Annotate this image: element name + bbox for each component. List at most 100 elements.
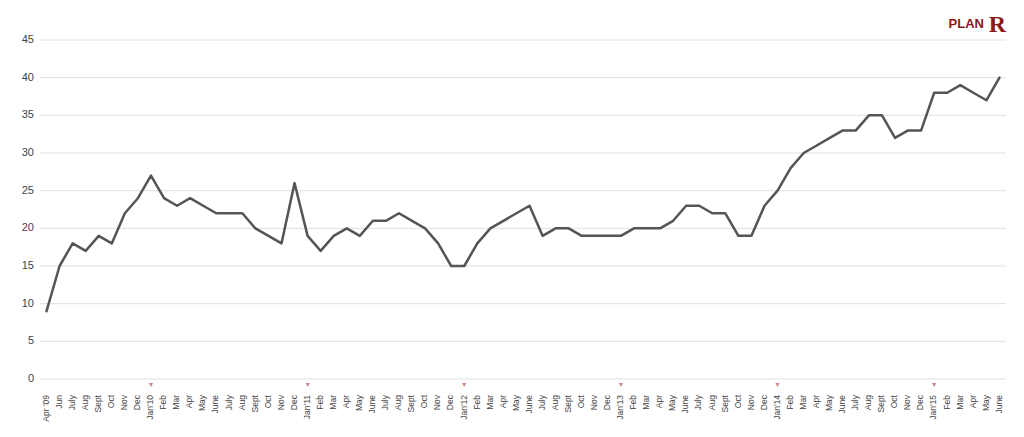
- x-tick-label: May: [511, 394, 521, 411]
- x-tick-label: July: [380, 394, 390, 410]
- x-tick-label: Oct: [576, 394, 586, 408]
- x-tick-label: Nov: [119, 394, 129, 410]
- x-tick-label: Dec: [132, 394, 142, 410]
- x-tick-label: Oct: [419, 394, 429, 408]
- x-tick-label: Sept: [563, 394, 573, 412]
- x-tick-label: Feb: [628, 395, 638, 410]
- x-tick-label: Jan'12: [459, 395, 469, 420]
- x-tick-label: Jan'14: [772, 395, 782, 420]
- jan-marker: ▼: [931, 381, 938, 388]
- y-tick-label: 30: [22, 146, 34, 158]
- x-tick-label: Aug: [393, 395, 403, 410]
- x-tick-label: Apr: [341, 395, 351, 408]
- x-tick-label: Jan'15: [928, 395, 938, 420]
- x-tick-label: Oct: [106, 394, 116, 408]
- x-tick-label: Dec: [602, 394, 612, 410]
- grid-line: [40, 341, 1006, 342]
- grid-line: [40, 228, 1006, 229]
- logo-text: PLAN: [949, 16, 984, 31]
- x-tick-label: Sept: [406, 394, 416, 412]
- jan-marker: ▼: [147, 381, 154, 388]
- x-tick-label: Jun: [54, 395, 64, 409]
- y-tick-label: 20: [22, 221, 34, 233]
- x-tick-label: Sept: [250, 394, 260, 412]
- x-tick-label: May: [824, 394, 834, 411]
- grid-line: [40, 40, 1006, 41]
- line: [47, 78, 1000, 312]
- x-tick-label: Mar: [328, 395, 338, 410]
- y-tick-label: 15: [22, 259, 34, 271]
- x-tick-label: Mar: [641, 395, 651, 410]
- x-tick-label: Apr: [498, 395, 508, 408]
- plot-area: [47, 78, 1000, 312]
- grid-line: [40, 115, 1006, 116]
- x-tick-label: June: [994, 395, 1004, 414]
- x-tick-label: July: [67, 394, 77, 410]
- x-tick-label: June: [210, 395, 220, 414]
- x-tick-label: Nov: [746, 394, 756, 410]
- y-tick-label: 5: [28, 334, 34, 346]
- x-tick-label: July: [693, 394, 703, 410]
- y-tick-label: 0: [28, 372, 34, 384]
- grid-line: [40, 379, 1006, 380]
- y-tick-label: 25: [22, 184, 34, 196]
- jan-marker: ▼: [774, 381, 781, 388]
- x-tick-label: May: [667, 394, 677, 411]
- x-tick-label: Mar: [171, 395, 181, 410]
- x-tick-label: Apr '09: [41, 395, 51, 422]
- x-tick-label: July: [224, 394, 234, 410]
- y-tick-label: 45: [22, 33, 34, 45]
- grid-line: [40, 77, 1006, 78]
- y-tick-label: 35: [22, 108, 34, 120]
- x-tick-label: Sept: [720, 394, 730, 412]
- grid-line: [40, 153, 1006, 154]
- x-tick-label: June: [837, 395, 847, 414]
- x-tick-label: Feb: [942, 395, 952, 410]
- x-tick-label: Apr: [184, 395, 194, 408]
- y-tick-label: 10: [22, 297, 34, 309]
- x-tick-label: Mar: [485, 395, 495, 410]
- x-tick-label: Nov: [276, 394, 286, 410]
- chart: 051015202530354045Apr '09JunJulyAugSeptO…: [0, 0, 1024, 437]
- x-tick-label: May: [354, 394, 364, 411]
- x-tick-label: Sept: [93, 394, 103, 412]
- x-tick-label: Jan'10: [145, 395, 155, 420]
- x-tick-label: Jan'13: [615, 395, 625, 420]
- grid-line: [40, 266, 1006, 267]
- x-tick-label: Mar: [798, 395, 808, 410]
- x-tick-label: Apr: [968, 395, 978, 408]
- x-tick-label: Dec: [445, 394, 455, 410]
- x-tick-label: Dec: [759, 394, 769, 410]
- y-tick-label: 40: [22, 71, 34, 83]
- grid-line: [40, 303, 1006, 304]
- x-tick-label: June: [680, 395, 690, 414]
- x-tick-label: Feb: [315, 395, 325, 410]
- x-tick-label: Aug: [707, 395, 717, 410]
- x-tick-label: Nov: [589, 394, 599, 410]
- x-tick-label: Nov: [902, 394, 912, 410]
- x-tick-label: Nov: [432, 394, 442, 410]
- x-tick-label: Aug: [237, 395, 247, 410]
- x-tick-label: Sept: [876, 394, 886, 412]
- x-tick-label: Aug: [550, 395, 560, 410]
- x-tick-label: Aug: [863, 395, 873, 410]
- logo-r: R: [989, 11, 1007, 37]
- x-tick-label: July: [537, 394, 547, 410]
- jan-marker: ▼: [617, 381, 624, 388]
- x-tick-label: Oct: [263, 394, 273, 408]
- grid-line: [40, 190, 1006, 191]
- jan-marker: ▼: [304, 381, 311, 388]
- grid: [40, 40, 1006, 379]
- jan-marker: ▼: [461, 381, 468, 388]
- x-tick-label: Oct: [889, 394, 899, 408]
- x-tick-label: Feb: [785, 395, 795, 410]
- x-tick-label: Oct: [733, 394, 743, 408]
- x-tick-label: Jan'11: [302, 395, 312, 419]
- x-tick-label: Mar: [955, 395, 965, 410]
- x-tick-label: June: [524, 395, 534, 414]
- x-tick-label: May: [197, 394, 207, 411]
- x-tick-label: Feb: [158, 395, 168, 410]
- x-tick-label: Dec: [915, 394, 925, 410]
- x-tick-label: May: [981, 394, 991, 411]
- x-tick-label: June: [367, 395, 377, 414]
